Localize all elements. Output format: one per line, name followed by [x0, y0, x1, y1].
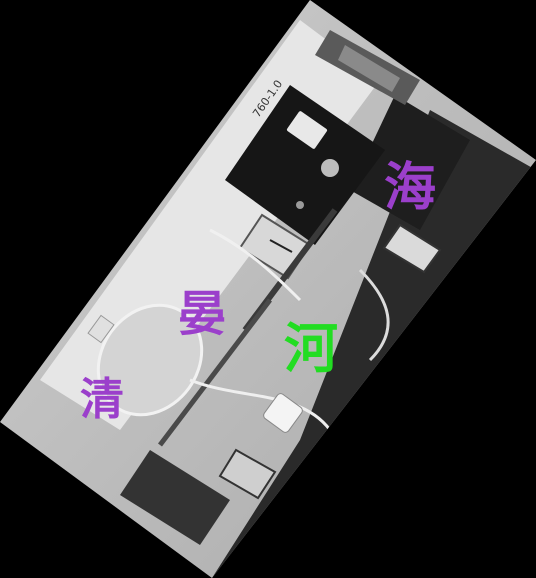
meter-dial [286, 111, 328, 149]
tubing-1 [209, 228, 302, 302]
shelf-items [338, 45, 400, 92]
overlay-char-qing: 清 [80, 374, 124, 425]
tubing-2 [189, 378, 332, 431]
beaker [263, 393, 303, 433]
overlay-char-he: 河 [284, 317, 338, 380]
meter-panel [225, 85, 385, 245]
cart [120, 450, 230, 545]
right-device [382, 223, 442, 274]
stand-rod-2 [158, 298, 272, 447]
overlay-char-yan: 晏 [178, 286, 227, 342]
cabinet [350, 95, 470, 230]
meter-knob-small [296, 201, 304, 209]
tubing-3 [358, 268, 390, 362]
overlay-char-hai: 海 [384, 158, 437, 218]
small-meter-needle [269, 239, 293, 253]
glass-bottle [96, 303, 204, 417]
meter-knob [321, 159, 339, 177]
pump-unit [218, 448, 277, 500]
bench-shadow [212, 110, 536, 578]
bottle-neck [87, 314, 115, 344]
